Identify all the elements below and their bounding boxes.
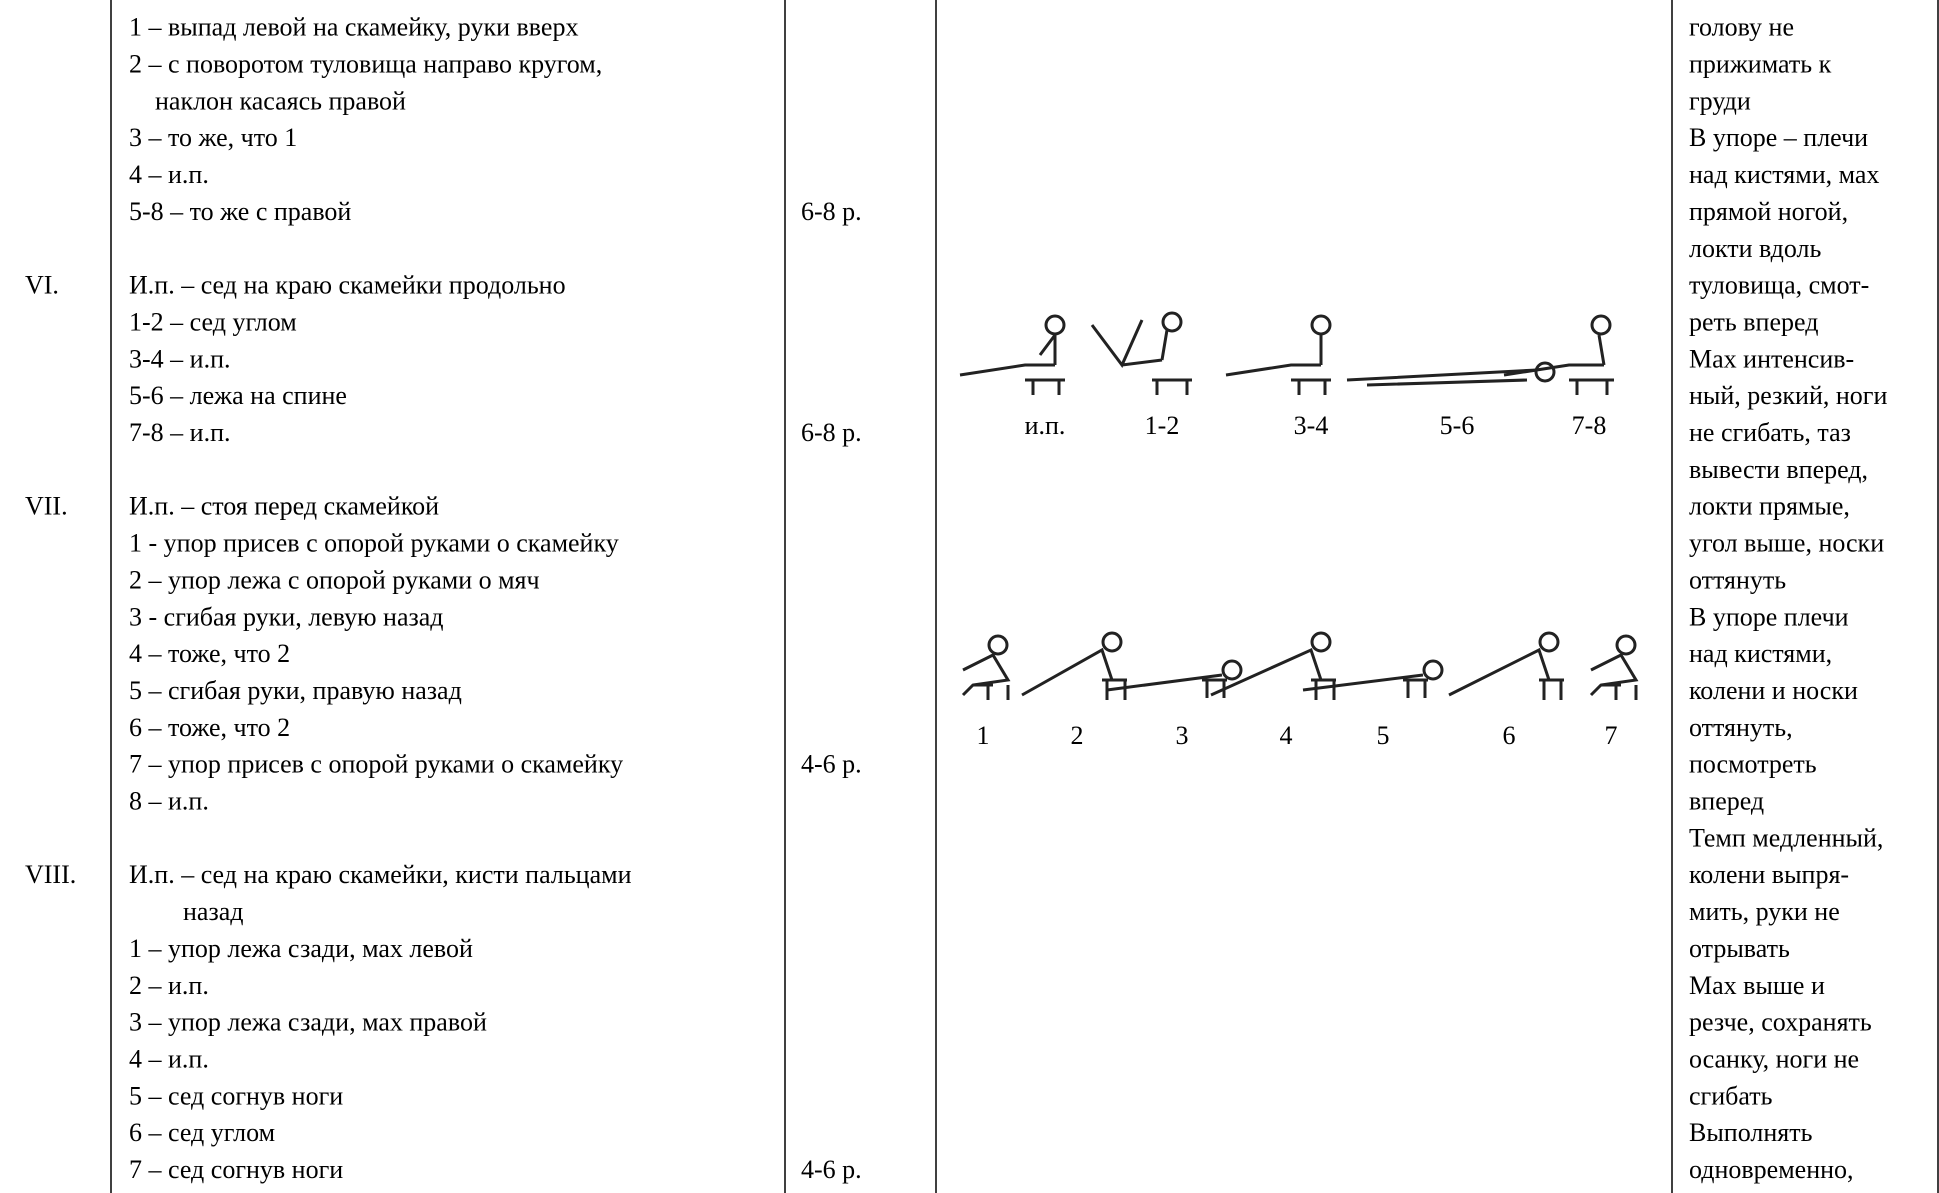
note-line: ный, резкий, ноги: [1689, 381, 1887, 410]
note-line: вперед: [1689, 787, 1764, 816]
note-line: прямой ногой,: [1689, 197, 1848, 226]
description-line: назад: [183, 897, 244, 926]
note-line: колени выпря-: [1689, 860, 1849, 889]
note-line: Мах выше и: [1689, 971, 1825, 1000]
figure-label: 7-8: [1572, 411, 1607, 440]
description-line: И.п. – стоя перед скамейкой: [129, 492, 439, 521]
figure-label: 2: [1071, 721, 1084, 750]
description-line: 3 - сгибая руки, левую назад: [129, 602, 444, 631]
note-line: одновременно,: [1689, 1155, 1854, 1184]
description-line: 3 – то же, что 1: [129, 123, 297, 152]
figure-illustration: [959, 311, 1639, 700]
note-line: осанку, ноги не: [1689, 1044, 1859, 1073]
note-line: груди: [1689, 86, 1751, 115]
note-line: локти прямые,: [1689, 492, 1850, 521]
note-line: колени и носки: [1689, 676, 1858, 705]
description-line: 3 – упор лежа сзади, мах правой: [129, 1008, 487, 1037]
note-line: Мах интенсив-: [1689, 344, 1854, 373]
row-number: VI.: [25, 271, 59, 300]
figure-label: 3: [1176, 721, 1189, 750]
note-line: реть вперед: [1689, 307, 1818, 336]
description-line: 8 – и.п.: [129, 787, 209, 816]
description-line: 7 – сед согнув ноги: [129, 1155, 343, 1184]
description-line: 2 – с поворотом туловища направо кругом,: [129, 50, 602, 79]
figure-label: 6: [1503, 721, 1516, 750]
note-line: мить, руки не: [1689, 897, 1840, 926]
note-line: над кистями, мах: [1689, 160, 1879, 189]
figure-label: 5: [1377, 721, 1390, 750]
description-line: 1-2 – сед углом: [129, 307, 297, 336]
note-line: над кистями,: [1689, 639, 1832, 668]
figure-label: 1-2: [1145, 411, 1180, 440]
note-line: оттянуть,: [1689, 713, 1793, 742]
note-line: Темп медленный,: [1689, 823, 1883, 852]
description-line: 2 – и.п.: [129, 971, 209, 1000]
note-line: отрывать: [1689, 934, 1790, 963]
figure-label: 4: [1280, 721, 1293, 750]
description-line: И.п. – сед на краю скамейки продольно: [129, 271, 566, 300]
description-line: 4 – и.п.: [129, 1044, 209, 1073]
dose: 6-8 р.: [801, 197, 862, 226]
description-line: 3-4 – и.п.: [129, 344, 231, 373]
note-line: В упоре – плечи: [1689, 123, 1868, 152]
note-line: голову не: [1689, 13, 1794, 42]
dose: 4-6 р.: [801, 1155, 862, 1184]
row-number: VIII.: [25, 860, 76, 889]
description-line: 7-8 – и.п.: [129, 418, 231, 447]
note-line: Выполнять: [1689, 1118, 1813, 1147]
description-line: наклон касаясь правой: [155, 86, 406, 115]
description-line: 4 – тоже, что 2: [129, 639, 290, 668]
note-line: туловища, смот-: [1689, 271, 1869, 300]
note-line: не сгибать, таз: [1689, 418, 1851, 447]
description-line: 6 – сед углом: [129, 1118, 275, 1147]
dose: 4-6 р.: [801, 750, 862, 779]
note-line: посмотреть: [1689, 750, 1817, 779]
figure-label: 1: [977, 721, 990, 750]
table-borders: [110, 0, 1939, 1193]
description-line: 1 - упор присев с опорой руками о скамей…: [129, 529, 619, 558]
description-line: 1 – упор лежа сзади, мах левой: [129, 934, 473, 963]
description-line: 6 – тоже, что 2: [129, 713, 290, 742]
description-line: 1 – выпад левой на скамейку, руки вверх: [129, 13, 578, 42]
description-line: 7 – упор присев с опорой руками о скамей…: [129, 750, 623, 779]
description-line: 5 – сед согнув ноги: [129, 1081, 343, 1110]
description-line: И.п. – сед на краю скамейки, кисти пальц…: [129, 860, 632, 889]
figure-label: и.п.: [1025, 411, 1066, 440]
figure-label: 3-4: [1294, 411, 1329, 440]
dose: 6-8 р.: [801, 418, 862, 447]
description-line: 5-8 – то же с правой: [129, 197, 351, 226]
note-line: угол выше, носки: [1689, 529, 1884, 558]
figure-label: 5-6: [1440, 411, 1475, 440]
note-line: сгибать: [1689, 1081, 1773, 1110]
description-line: 5 – сгибая руки, правую назад: [129, 676, 462, 705]
row-number: VII.: [25, 492, 68, 521]
figure-label: 7: [1605, 721, 1618, 750]
description-line: 4 – и.п.: [129, 160, 209, 189]
note-line: прижимать к: [1689, 50, 1832, 79]
note-line: вывести вперед,: [1689, 455, 1868, 484]
description-line: 5-6 – лежа на спине: [129, 381, 347, 410]
description-line: 2 – упор лежа с опорой руками о мяч: [129, 565, 540, 594]
note-line: В упоре плечи: [1689, 602, 1849, 631]
note-line: локти вдоль: [1689, 234, 1822, 263]
note-line: резче, сохранять: [1689, 1008, 1872, 1037]
note-line: оттянуть: [1689, 565, 1786, 594]
